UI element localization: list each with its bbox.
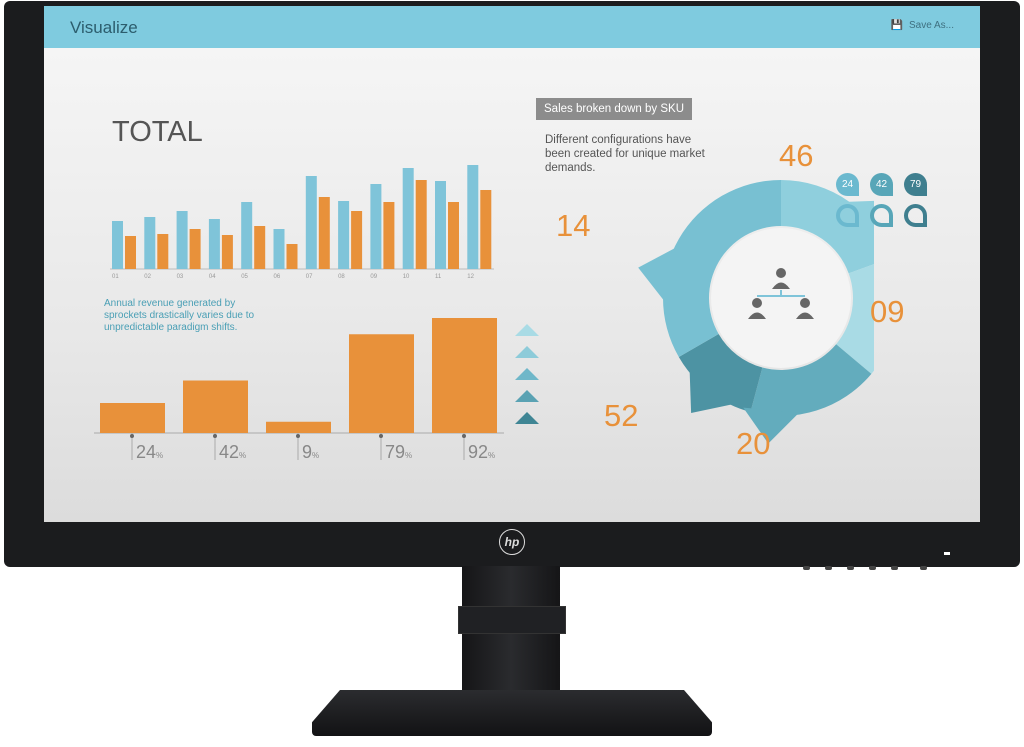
- tick-label: 10: [403, 274, 410, 280]
- bar-11-s1: [435, 181, 446, 269]
- bar-07-s1: [305, 176, 317, 269]
- sku-description: Different configurations have been creat…: [545, 134, 705, 174]
- ring-drops: [836, 204, 927, 227]
- bar-07-s2: [318, 197, 330, 269]
- donut-arrow: [845, 200, 874, 234]
- bar-10-s1: [402, 168, 414, 269]
- power-led: [944, 552, 950, 555]
- total-title: TOTAL: [112, 116, 203, 148]
- drop-24: 24: [836, 173, 859, 196]
- tick-label: 05: [241, 274, 248, 280]
- tick-dot: [130, 434, 134, 438]
- tick-dot: [296, 434, 300, 438]
- save-as-button[interactable]: 💾 Save As...: [891, 20, 954, 31]
- bar-02-s2: [157, 234, 169, 269]
- connector-lines: [757, 290, 805, 297]
- bar-06-s2: [286, 244, 298, 269]
- donut-arrow: [689, 369, 734, 414]
- monitor-screen: Visualize 💾 Save As... TOTAL 01 02 03 04 05 0…: [44, 6, 980, 522]
- tick-label: 04: [209, 274, 216, 280]
- save-icon: 💾: [890, 20, 903, 31]
- bar-02-s1: [144, 217, 156, 269]
- donut-segment-20: [750, 344, 872, 416]
- monitor-button[interactable]: [891, 566, 898, 570]
- app-title: Visualize: [70, 18, 138, 37]
- ring-icon: [836, 204, 859, 227]
- percent-drops: 24 42 79: [836, 173, 927, 196]
- save-as-label: Save As...: [908, 20, 954, 31]
- triangle-stack-icon: [515, 324, 539, 424]
- tick-label: 11: [435, 274, 442, 280]
- bar-42: [183, 380, 248, 433]
- donut-segment-52: [678, 334, 763, 412]
- percent-label: 92%: [468, 442, 495, 462]
- donut-arrow: [743, 407, 800, 444]
- bar-09-s2: [383, 202, 395, 269]
- sku-number-09: 09: [870, 294, 905, 329]
- bar-12-s1: [467, 165, 479, 269]
- tick-label: 09: [370, 274, 377, 280]
- donut-center: [711, 228, 851, 368]
- bar-24: [100, 403, 165, 433]
- drop-42: 42: [870, 173, 893, 196]
- tick-label: 12: [467, 274, 474, 280]
- bar-9: [266, 421, 331, 433]
- bar-08-s1: [338, 201, 350, 269]
- tick-dot: [462, 434, 466, 438]
- tick-label: 07: [306, 274, 313, 280]
- bar-04-s1: [208, 219, 220, 269]
- tick-dot: [379, 434, 383, 438]
- stand-clip: [458, 606, 566, 634]
- donut-arrow: [638, 247, 677, 303]
- stand-base: [312, 690, 712, 736]
- tick-label: 06: [274, 274, 281, 280]
- tick-dot: [213, 434, 217, 438]
- bar-01-s1: [112, 221, 123, 269]
- bar-03-s2: [189, 229, 201, 269]
- bar-10-s2: [415, 180, 427, 269]
- percent-label: 79%: [385, 442, 412, 462]
- ring-icon: [870, 204, 893, 227]
- ring-icon: [904, 204, 927, 227]
- sku-number-20: 20: [736, 426, 771, 461]
- donut-segment-09: [836, 264, 874, 374]
- monitor-button[interactable]: [825, 566, 832, 570]
- monitor-button[interactable]: [803, 566, 810, 570]
- bar-11-s2: [448, 202, 459, 269]
- percent-label: 42%: [219, 442, 246, 462]
- sku-badge: Sales broken down by SKU: [536, 98, 692, 120]
- app-header: Visualize 💾 Save As...: [44, 6, 980, 48]
- bar-03-s1: [176, 211, 188, 269]
- donut-segment-14: [663, 180, 781, 357]
- bar-04-s2: [221, 235, 233, 269]
- team-icon: [748, 268, 814, 319]
- sku-number-14: 14: [556, 208, 591, 243]
- bar-09-s1: [370, 184, 382, 269]
- bar-06-s1: [273, 229, 285, 269]
- bar-05-s2: [254, 226, 266, 269]
- sku-number-52: 52: [604, 398, 639, 433]
- tick-label: 08: [338, 274, 345, 280]
- bar-12-s2: [480, 190, 492, 269]
- sku-number-46: 46: [779, 138, 814, 173]
- sku-donut-chart: [638, 180, 874, 444]
- tick-label: 02: [144, 274, 151, 280]
- bar-01-s2: [125, 236, 136, 269]
- annotation-text: Annual revenue generated by sprockets dr…: [104, 298, 255, 333]
- percent-label: 24%: [136, 442, 163, 462]
- tick-label: 03: [177, 274, 184, 280]
- tick-label: 01: [112, 274, 119, 280]
- hp-logo: hp: [499, 529, 525, 555]
- monitor-button[interactable]: [869, 566, 876, 570]
- bar-05-s1: [241, 202, 253, 269]
- monitor-button[interactable]: [847, 566, 854, 570]
- bar-79: [349, 334, 414, 433]
- bar-92: [432, 318, 497, 433]
- bar-08-s2: [351, 211, 363, 269]
- power-button[interactable]: [920, 566, 927, 570]
- monthly-bar-chart: 01 02 03 04 05 06 07 08 09 10 11 12: [110, 165, 494, 280]
- percent-bar-chart: 24% 42% 9% 79% 92%: [94, 318, 504, 462]
- percent-label: 9%: [302, 442, 319, 462]
- drop-79: 79: [904, 173, 927, 196]
